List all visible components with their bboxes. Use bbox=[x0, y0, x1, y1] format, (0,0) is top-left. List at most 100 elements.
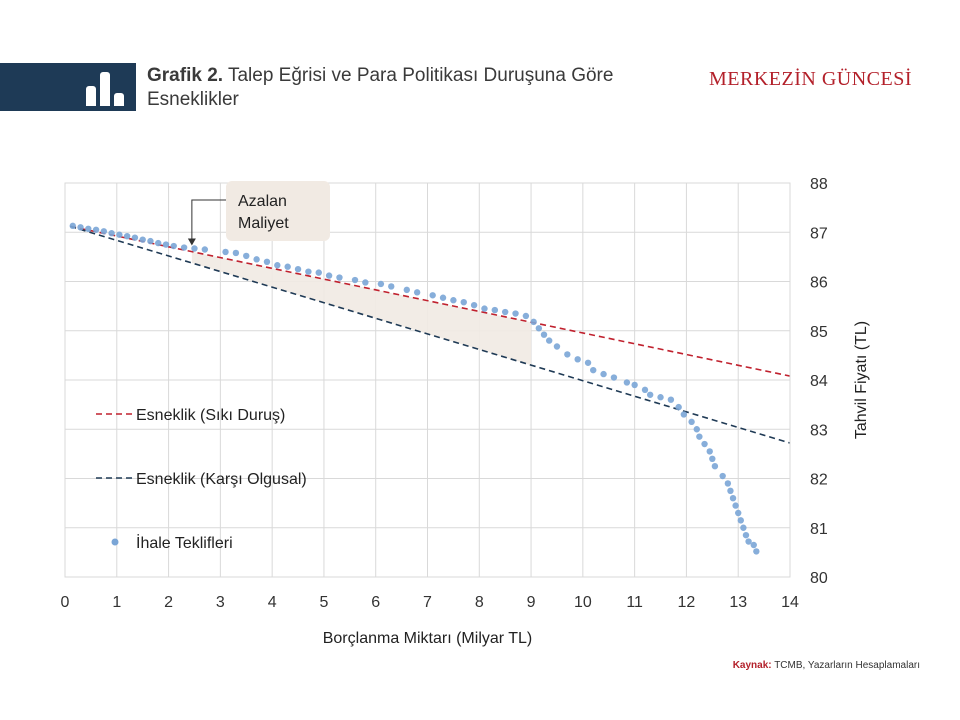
scatter-point bbox=[564, 351, 571, 358]
x-tick-label: 14 bbox=[781, 594, 799, 611]
chart-title-text: Talep Eğrisi ve Para Politikası Duruşuna… bbox=[147, 65, 614, 110]
scatter-point bbox=[170, 242, 177, 250]
y-tick-label: 84 bbox=[810, 373, 828, 390]
scatter-point bbox=[201, 246, 209, 253]
scatter-point bbox=[706, 448, 713, 455]
annotation-box bbox=[226, 181, 330, 241]
scatter-point bbox=[688, 418, 695, 426]
scatter-point bbox=[85, 225, 92, 233]
scatter-point bbox=[675, 403, 682, 411]
scatter-point bbox=[274, 262, 281, 269]
scatter-point bbox=[501, 308, 509, 316]
y-tick-label: 80 bbox=[810, 570, 828, 587]
scatter-point bbox=[719, 472, 726, 480]
scatter-point bbox=[336, 274, 343, 281]
header-bar bbox=[0, 63, 136, 111]
scatter-point bbox=[574, 356, 581, 363]
scatter-point bbox=[403, 286, 410, 294]
scatter-point bbox=[77, 224, 84, 231]
y-tick-label: 83 bbox=[810, 422, 828, 439]
scatter-point bbox=[732, 502, 739, 509]
scatter-point bbox=[481, 305, 488, 312]
legend-label-counterfactual: Esneklik (Karşı Olgusal) bbox=[136, 471, 307, 488]
scatter-point bbox=[753, 548, 760, 555]
scatter-point bbox=[737, 517, 745, 524]
y-tick-label: 86 bbox=[810, 275, 828, 292]
legend-swatch-bids bbox=[111, 538, 119, 546]
scatter-point bbox=[709, 455, 716, 462]
scatter-point bbox=[100, 228, 108, 235]
scatter-point bbox=[553, 343, 561, 350]
x-tick-label: 7 bbox=[423, 594, 432, 611]
x-tick-label: 2 bbox=[164, 594, 173, 611]
scatter-point bbox=[460, 298, 467, 306]
scatter-point bbox=[724, 480, 732, 487]
scatter-point bbox=[584, 359, 592, 366]
scatter-point bbox=[377, 280, 385, 288]
y-tick-label: 87 bbox=[810, 225, 828, 242]
scatter-point bbox=[191, 245, 198, 252]
scatter-point bbox=[351, 276, 359, 284]
x-tick-label: 3 bbox=[216, 594, 225, 611]
x-tick-label: 1 bbox=[112, 594, 121, 611]
x-tick-label: 5 bbox=[319, 594, 328, 611]
scatter-point bbox=[750, 541, 757, 549]
scatter-point bbox=[253, 256, 260, 263]
source-text: TCMB, Yazarların Hesaplamaları bbox=[774, 660, 920, 671]
annotation-leader bbox=[191, 199, 226, 240]
legend-label-bids: İhale Teklifleri bbox=[136, 533, 233, 552]
scatter-point bbox=[294, 265, 302, 273]
source-label: Kaynak: bbox=[732, 660, 772, 671]
scatter-point bbox=[450, 297, 457, 304]
scatter-point bbox=[735, 509, 742, 517]
scatter-point bbox=[315, 269, 322, 276]
chart-title: Grafik 2. Talep Eğrisi ve Para Politikas… bbox=[147, 64, 667, 112]
scatter-point bbox=[641, 386, 649, 394]
shaded-cost-region bbox=[191, 251, 532, 366]
annotation-text: Azalan bbox=[238, 193, 287, 210]
x-tick-label: 9 bbox=[527, 594, 536, 611]
scatter-point bbox=[305, 268, 312, 275]
y-tick-label: 82 bbox=[810, 472, 828, 489]
scatter-point bbox=[413, 289, 421, 296]
plot-frame bbox=[64, 182, 791, 578]
scatter-point bbox=[180, 244, 188, 251]
y-tick-label: 88 bbox=[810, 176, 828, 193]
scatter-point bbox=[123, 232, 131, 240]
scatter-point bbox=[470, 301, 478, 309]
scatter-point bbox=[646, 391, 654, 398]
legend-label-tight: Esneklik (Sıkı Duruş) bbox=[136, 407, 285, 424]
scatter-point bbox=[131, 234, 139, 241]
scatter-point bbox=[590, 366, 597, 374]
scatter-point bbox=[243, 252, 250, 260]
series-line-counterfactual bbox=[69, 225, 791, 444]
y-tick-label: 85 bbox=[810, 324, 828, 341]
scatter-point bbox=[740, 524, 747, 531]
scatter-point bbox=[667, 396, 675, 403]
scatter-point bbox=[162, 241, 170, 248]
scatter-point bbox=[631, 381, 638, 389]
scatter-point bbox=[388, 283, 395, 290]
scatter-point bbox=[727, 487, 734, 495]
scatter-point bbox=[742, 531, 750, 539]
scatter-point bbox=[147, 237, 154, 245]
scatter-point bbox=[696, 433, 703, 440]
x-tick-label: 8 bbox=[475, 594, 484, 611]
annotation-arrowhead bbox=[187, 238, 196, 246]
scatter-point bbox=[522, 312, 530, 320]
x-tick-label: 6 bbox=[371, 594, 380, 611]
scatter-point bbox=[657, 394, 664, 401]
brand-logo: MERKEZİN GÜNCESİ bbox=[709, 68, 912, 90]
x-tick-label: 10 bbox=[574, 594, 592, 611]
x-tick-label: 12 bbox=[678, 594, 696, 611]
scatter-point bbox=[325, 272, 333, 279]
bar-chart-icon bbox=[86, 66, 128, 106]
scatter-point bbox=[263, 258, 271, 265]
scatter-point bbox=[108, 230, 115, 237]
scatter-point bbox=[69, 222, 76, 230]
scatter-point bbox=[429, 292, 436, 299]
scatter-point bbox=[491, 306, 499, 314]
scatter-point bbox=[729, 495, 737, 502]
scatter-point bbox=[362, 279, 369, 286]
